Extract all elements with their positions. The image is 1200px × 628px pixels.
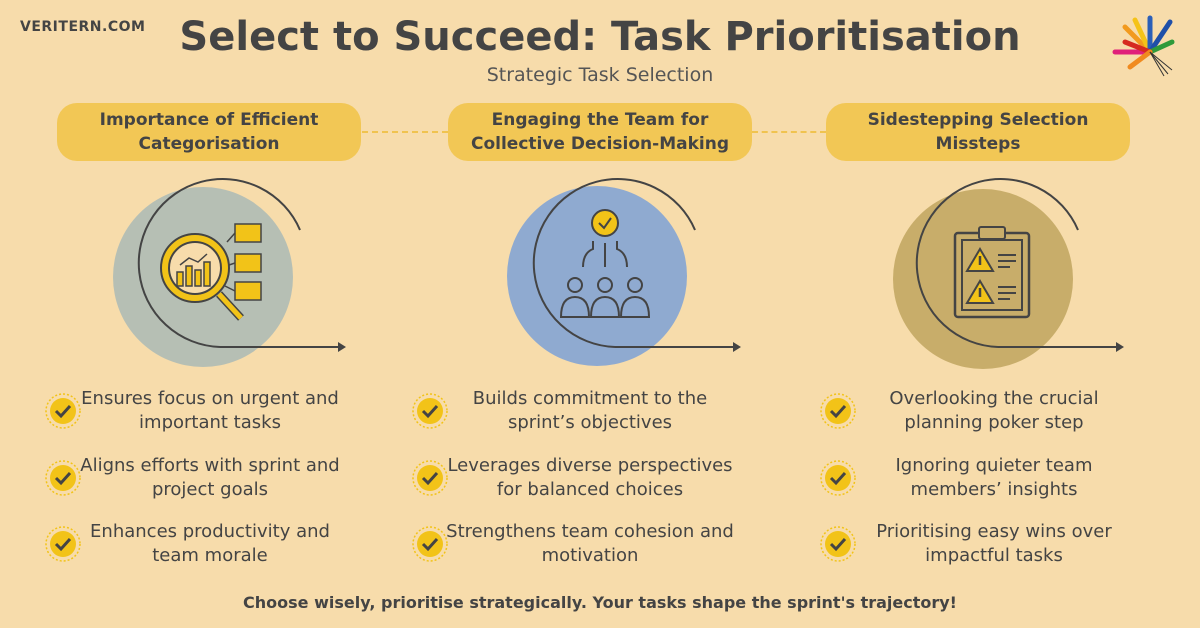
- bullet-text: Strengthens team cohesion and motivation: [446, 521, 734, 566]
- check-icon: [820, 393, 856, 429]
- arc-arrow: [532, 178, 741, 352]
- bullet-text: Ensures focus on urgent and important ta…: [81, 388, 339, 433]
- check-icon: [412, 526, 448, 562]
- arc-arrow: [137, 178, 346, 352]
- logo-icon: [1112, 15, 1175, 77]
- bullet-text: Aligns efforts with sprint and project g…: [80, 455, 340, 500]
- check-icon: [45, 460, 81, 496]
- footer-tagline: Choose wisely, prioritise strategically.…: [243, 593, 957, 612]
- page-title: Select to Succeed: Task Prioritisation: [179, 14, 1021, 60]
- arc-arrow: [915, 178, 1124, 352]
- bullet-text: Leverages diverse perspectives for balan…: [447, 455, 733, 500]
- page-subtitle: Strategic Task Selection: [486, 64, 714, 86]
- team-decision-icon: [559, 209, 651, 318]
- heading-text: Importance of Efficient Categorisation: [99, 110, 319, 154]
- check-icon: [45, 393, 81, 429]
- check-icon: [820, 526, 856, 562]
- bullet-text: Ignoring quieter team members’ insights: [895, 455, 1093, 500]
- check-icon: [45, 526, 81, 562]
- connector-line: [362, 131, 448, 133]
- clipboard-warning-icon: [953, 226, 1031, 319]
- column-heading: Importance of Efficient Categorisation: [57, 103, 361, 161]
- check-icon: [412, 460, 448, 496]
- icon-disc: [893, 189, 1073, 369]
- heading-text: Engaging the Team for Collective Decisio…: [470, 110, 730, 154]
- bullet-text: Builds commitment to the sprint’s object…: [472, 388, 708, 433]
- heading-text: Sidestepping Selection Missteps: [867, 110, 1089, 154]
- magnifier-chart-icon: [160, 223, 262, 321]
- check-icon: [412, 393, 448, 429]
- check-icon: [820, 460, 856, 496]
- column-heading: Sidestepping Selection Missteps: [826, 103, 1130, 161]
- bullet-text: Prioritising easy wins over impactful ta…: [876, 521, 1112, 566]
- brand-name: VERITERN.COM: [20, 19, 146, 35]
- connector-line: [752, 131, 826, 133]
- bullet-text: Overlooking the crucial planning poker s…: [889, 388, 1099, 433]
- bullet-text: Enhances productivity and team morale: [90, 521, 330, 566]
- column-heading: Engaging the Team for Collective Decisio…: [448, 103, 752, 161]
